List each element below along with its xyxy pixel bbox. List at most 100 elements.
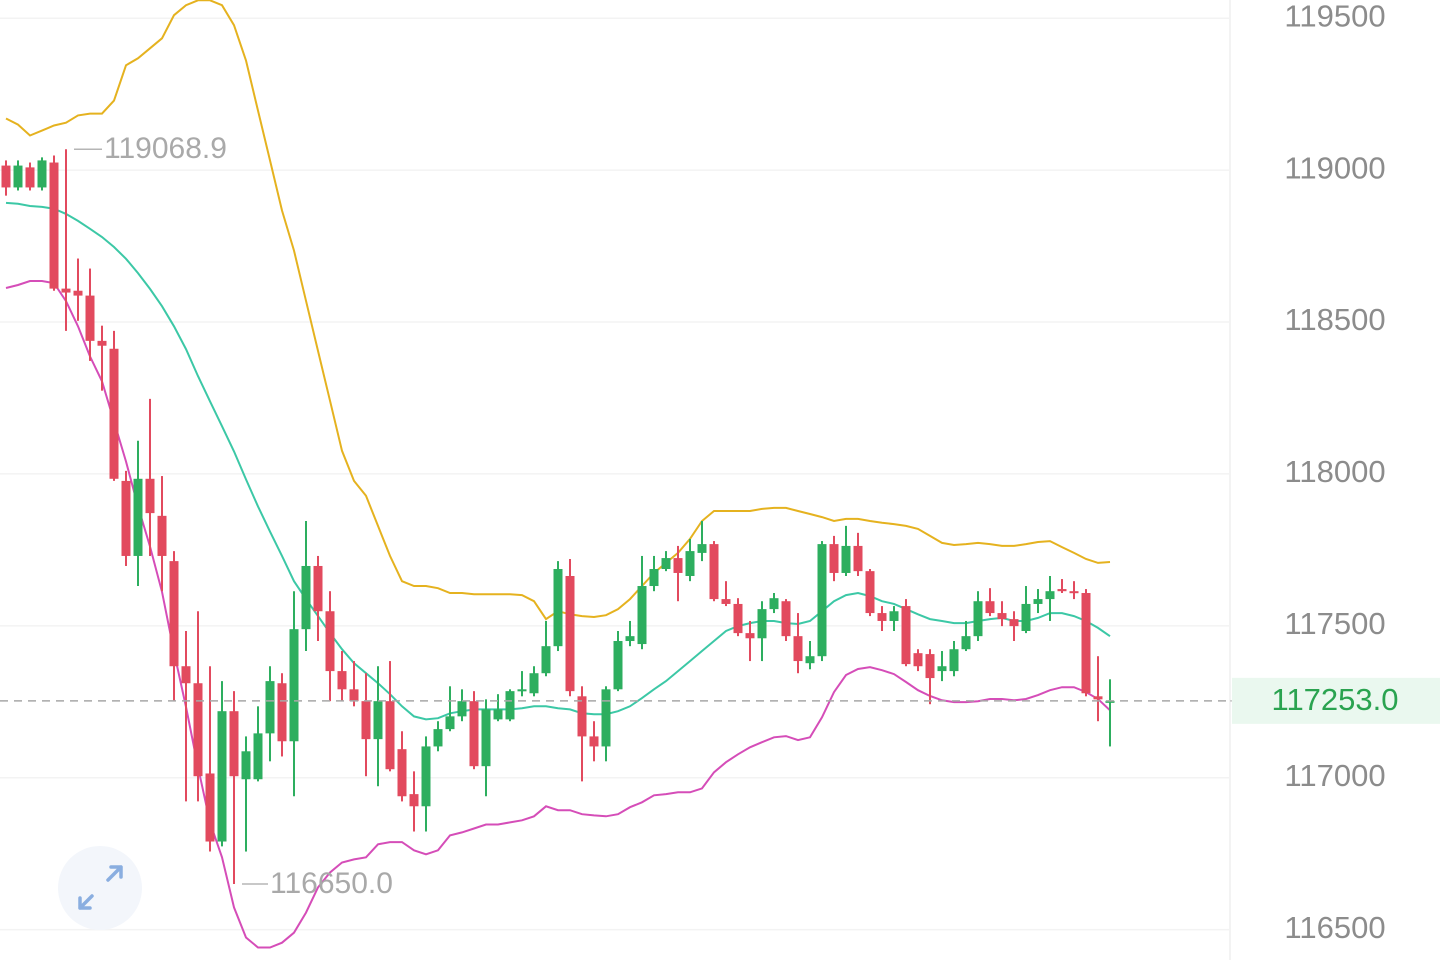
candle-body <box>1033 599 1043 604</box>
candle-body <box>385 701 395 770</box>
y-tick-label: 118000 <box>1284 454 1385 489</box>
candle-body <box>805 656 815 664</box>
y-tick-label: 117500 <box>1284 606 1385 641</box>
candle-body <box>877 613 887 621</box>
candle-body <box>925 654 935 679</box>
candle-body <box>325 611 335 672</box>
candle-body <box>313 565 323 612</box>
candle-body <box>49 162 59 289</box>
candle-body <box>817 544 827 657</box>
candle-body <box>397 749 407 797</box>
candle-body <box>757 609 767 639</box>
candle-body <box>481 709 491 767</box>
candle-body <box>361 701 371 740</box>
candle-body <box>529 673 539 694</box>
candle-body <box>1045 591 1055 600</box>
candle-body <box>997 613 1007 620</box>
candle-body <box>253 733 263 780</box>
candle-body <box>541 646 551 674</box>
candle-body <box>349 689 359 702</box>
y-tick-label: 116500 <box>1284 910 1385 945</box>
candle-body <box>709 544 719 600</box>
candle-body <box>217 711 227 842</box>
candle-body <box>1057 589 1067 592</box>
last-price-tag <box>1232 677 1440 724</box>
candle-body <box>1093 696 1103 700</box>
candle-body <box>601 689 611 747</box>
y-tick-label: 117000 <box>1284 758 1385 793</box>
candle-body <box>97 340 107 346</box>
candle-body <box>865 571 875 614</box>
candle-body <box>733 603 743 634</box>
candle-body <box>1081 593 1091 694</box>
candle-body <box>409 794 419 807</box>
candle-body <box>241 751 251 780</box>
candle-body <box>181 666 191 684</box>
candle-body <box>157 515 167 556</box>
high-label: 119068.9 <box>104 132 227 165</box>
candle-body <box>421 746 431 807</box>
candle-body <box>373 701 383 740</box>
expand-icon[interactable] <box>78 865 123 910</box>
candle-body <box>517 689 527 692</box>
candle-body <box>145 478 155 514</box>
candle-body <box>829 544 839 573</box>
candle-body <box>1105 700 1115 703</box>
candle-body <box>289 629 299 742</box>
y-tick-label: 118500 <box>1284 302 1385 337</box>
candle-body <box>457 701 467 717</box>
candle-body <box>781 601 791 637</box>
candle-body <box>577 696 587 737</box>
candle-body <box>1 165 11 188</box>
candle-body <box>433 729 443 747</box>
candle-body <box>685 551 695 576</box>
low-label: 116650.0 <box>270 867 393 900</box>
candle-body <box>337 671 347 690</box>
candle-body <box>169 561 179 667</box>
candle-body <box>697 544 707 553</box>
candle-body <box>913 653 923 667</box>
candle-body <box>1009 619 1019 627</box>
candle-body <box>505 691 515 720</box>
candle-body <box>889 611 899 621</box>
candle-body <box>493 709 503 720</box>
candle-body <box>649 569 659 587</box>
candle-body <box>277 683 287 742</box>
candle-body <box>769 598 779 610</box>
candle-body <box>61 288 71 293</box>
candle-body <box>985 601 995 614</box>
candle-body <box>13 165 23 188</box>
candle-body <box>205 773 215 842</box>
candle-body <box>229 711 239 777</box>
candle-body <box>937 666 947 672</box>
candle-body <box>565 576 575 692</box>
candle-body <box>841 545 851 573</box>
candle-body <box>613 641 623 690</box>
expand-button[interactable] <box>58 846 142 930</box>
candle-body <box>109 348 119 479</box>
band-line <box>5 201 1111 721</box>
candle-body <box>37 160 47 188</box>
candle-body <box>25 167 35 188</box>
candle-body <box>445 716 455 730</box>
candle-body <box>973 601 983 637</box>
candle-body <box>301 565 311 630</box>
candle-body <box>637 586 647 645</box>
y-axis: 116500 117000 117500 118000 118500 119000 1195… <box>1284 0 1385 945</box>
candle-body <box>73 290 83 296</box>
expand-button-bg[interactable] <box>58 846 142 930</box>
candle-body <box>1021 603 1031 631</box>
candle-body <box>553 569 563 647</box>
candle-body <box>745 633 755 639</box>
candle-body <box>673 558 683 573</box>
candle-body <box>193 683 203 777</box>
candle-body <box>589 736 599 747</box>
candle-body <box>961 636 971 650</box>
candle-body <box>721 599 731 604</box>
candle-body <box>661 558 671 570</box>
candle-body <box>121 480 131 556</box>
candle-body <box>265 681 275 734</box>
candle-body <box>853 545 863 572</box>
candle-body <box>901 606 911 665</box>
